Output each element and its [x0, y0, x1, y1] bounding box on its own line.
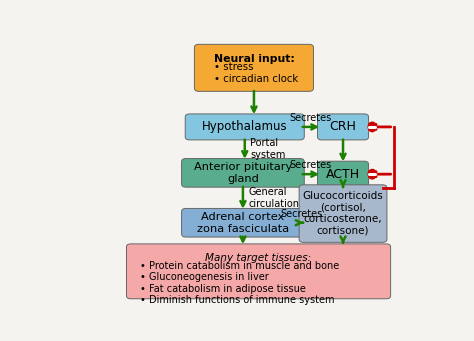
Text: General
circulation: General circulation: [248, 187, 300, 209]
Text: Secretes: Secretes: [281, 209, 323, 219]
Text: Many target tissues:: Many target tissues:: [205, 253, 311, 263]
FancyBboxPatch shape: [299, 185, 387, 242]
FancyBboxPatch shape: [127, 244, 391, 299]
FancyBboxPatch shape: [182, 208, 304, 237]
FancyBboxPatch shape: [318, 114, 369, 140]
FancyBboxPatch shape: [318, 161, 369, 187]
Text: • Protein catabolism in muscle and bone
• Gluconeogenesis in liver
• Fat catabol: • Protein catabolism in muscle and bone …: [140, 261, 339, 306]
Ellipse shape: [368, 169, 376, 179]
Text: Portal
system: Portal system: [250, 138, 286, 160]
Ellipse shape: [368, 122, 376, 132]
FancyBboxPatch shape: [182, 159, 304, 187]
Text: Hypothalamus: Hypothalamus: [202, 120, 288, 133]
Text: ACTH: ACTH: [326, 168, 360, 181]
Text: CRH: CRH: [329, 120, 356, 133]
Text: • stress
• circadian clock: • stress • circadian clock: [213, 62, 298, 84]
FancyBboxPatch shape: [194, 44, 313, 91]
Text: Adrenal cortex
zona fasciculata: Adrenal cortex zona fasciculata: [197, 212, 289, 234]
Text: Neural input:: Neural input:: [213, 54, 294, 64]
Text: Secretes: Secretes: [290, 113, 332, 123]
Text: Secretes: Secretes: [290, 160, 332, 170]
FancyBboxPatch shape: [185, 114, 304, 140]
Text: Anterior pituitary
gland: Anterior pituitary gland: [194, 162, 292, 184]
Text: Glucocorticoids
(cortisol,
corticosterone,
cortisone): Glucocorticoids (cortisol, corticosteron…: [303, 191, 383, 236]
